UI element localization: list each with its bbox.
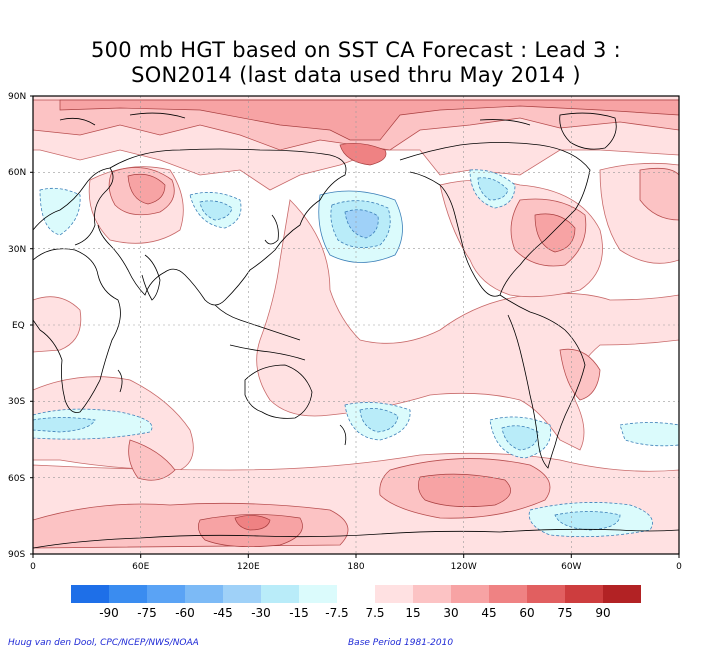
colorbar-label: -75 <box>137 606 157 620</box>
colorbar-label: 75 <box>557 606 572 620</box>
colorbar-label: -30 <box>251 606 271 620</box>
colorbar-swatch <box>337 585 375 603</box>
colorbar-label: -90 <box>99 606 119 620</box>
lon-label-120w: 120W <box>451 562 477 572</box>
lat-label-90n: 90N <box>8 92 26 102</box>
lon-label-60e: 60E <box>132 562 149 572</box>
colorbar-swatch <box>261 585 299 603</box>
colorbar-swatch <box>223 585 261 603</box>
colorbar-swatch <box>147 585 185 603</box>
lat-label-30n: 30N <box>8 245 26 255</box>
lat-label-60s: 60S <box>8 474 25 484</box>
lon-label-180: 180 <box>347 562 364 572</box>
lat-label-30s: 30S <box>8 397 25 407</box>
colorbar-swatch <box>299 585 337 603</box>
lon-label-0-left: 0 <box>30 562 36 572</box>
colorbar-label: 15 <box>405 606 420 620</box>
colorbar-swatch <box>109 585 147 603</box>
colorbar-swatch <box>565 585 603 603</box>
lon-label-60w: 60W <box>561 562 581 572</box>
colorbar-swatch <box>413 585 451 603</box>
colorbar-label: -45 <box>213 606 233 620</box>
base-period-text: Base Period 1981-2010 <box>348 638 454 648</box>
lat-label-60n: 60N <box>8 168 26 178</box>
colorbar-label: 7.5 <box>365 606 384 620</box>
lon-label-120e: 120E <box>237 562 260 572</box>
credit-text: Huug van den Dool, CPC/NCEP/NWS/NOAA <box>8 638 199 648</box>
lat-label-eq: EQ <box>12 321 25 331</box>
colorbar-label: 30 <box>443 606 458 620</box>
map-title-line1: 500 mb HGT based on SST CA Forecast : Le… <box>90 38 622 62</box>
colorbar-swatch <box>71 585 109 603</box>
graticule <box>33 96 679 554</box>
colorbar-swatch <box>603 585 641 603</box>
anomaly-field <box>33 96 679 554</box>
colorbar-swatch <box>527 585 565 603</box>
map-title-line2: SON2014 (last data used thru May 2014 ) <box>131 63 581 87</box>
colorbar-label: 45 <box>481 606 496 620</box>
colorbar-label: -7.5 <box>325 606 348 620</box>
colorbar-label: -60 <box>175 606 195 620</box>
lon-label-0-right: 0 <box>676 562 682 572</box>
colorbar: -90 -75 -60 -45 -30 -15 -7.5 7.5 15 30 45 60 75 90 <box>71 585 641 620</box>
colorbar-swatch <box>489 585 527 603</box>
colorbar-swatch <box>375 585 413 603</box>
colorbar-label: 90 <box>595 606 610 620</box>
colorbar-label: -15 <box>289 606 309 620</box>
colorbar-swatch <box>185 585 223 603</box>
lat-label-90s: 90S <box>8 550 25 560</box>
colorbar-label: 60 <box>519 606 534 620</box>
colorbar-swatch <box>451 585 489 603</box>
